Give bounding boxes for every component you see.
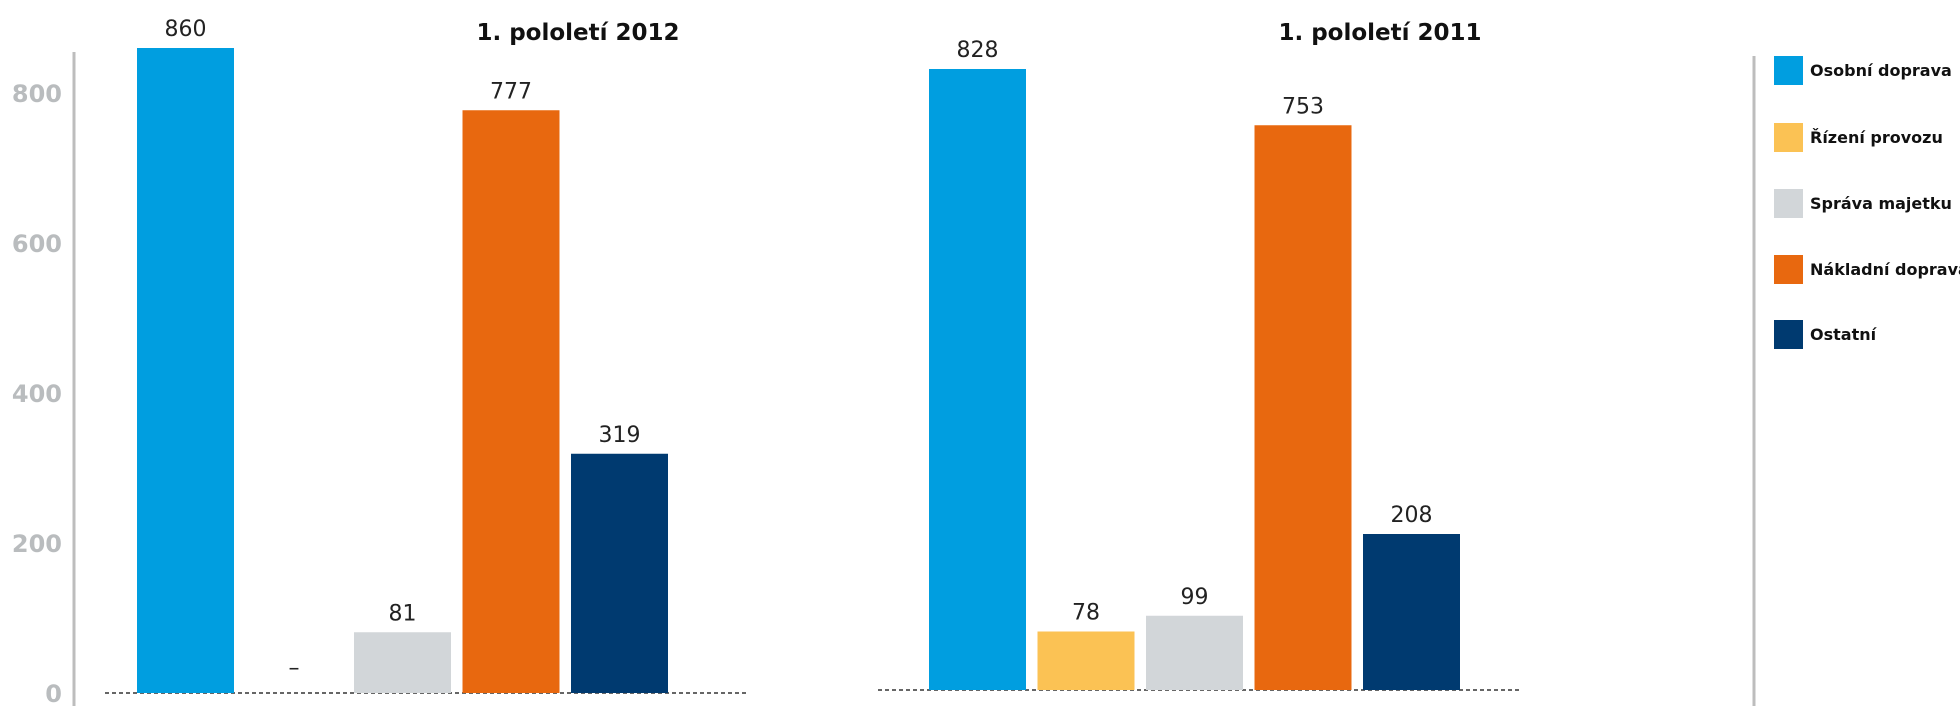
legend-item: Nákladní doprava: [1774, 255, 1960, 284]
y-tick-label: 400: [12, 380, 62, 408]
data-label: 81: [389, 601, 417, 626]
bar: [1037, 631, 1135, 690]
panel-title: 1. pololetí 2012: [476, 20, 679, 46]
y-axis-ticks: 0 200 400 600 800: [12, 80, 62, 706]
y-tick-label: 800: [12, 80, 62, 108]
legend-item: Ostatní: [1774, 320, 1878, 349]
chart-panel: 1. pololetí 2011 828 78 99 753 208: [878, 20, 1522, 691]
bar: [1254, 125, 1352, 690]
legend-label: Správa majetku: [1810, 194, 1952, 213]
y-tick-label: 200: [12, 530, 62, 558]
legend-swatch: [1774, 189, 1803, 218]
data-label: 777: [490, 79, 532, 104]
legend: Osobní doprava Řízení provozu Správa majet…: [1774, 56, 1960, 349]
panel-title: 1. pololetí 2011: [1278, 20, 1481, 46]
legend-item: Osobní doprava: [1774, 56, 1952, 85]
data-label: 208: [1391, 503, 1433, 528]
legend-swatch: [1774, 255, 1803, 284]
bar: [354, 632, 451, 693]
y-tick-label: 0: [45, 680, 62, 706]
bar: [571, 453, 668, 693]
legend-label: Nákladní doprava: [1810, 260, 1960, 279]
bar: [462, 110, 560, 693]
data-label: 860: [165, 17, 207, 42]
legend-swatch: [1774, 123, 1803, 152]
legend-item: Správa majetku: [1774, 189, 1952, 218]
legend-swatch: [1774, 56, 1803, 85]
bar: [929, 69, 1026, 690]
data-label: 78: [1072, 601, 1100, 626]
data-label: 99: [1181, 585, 1209, 610]
bar: [1146, 615, 1243, 690]
data-label: 828: [957, 38, 999, 63]
legend-label: Řízení provozu: [1810, 128, 1943, 147]
data-label: 319: [599, 423, 641, 448]
legend-item: Řízení provozu: [1774, 123, 1943, 152]
legend-label: Ostatní: [1810, 325, 1878, 344]
data-label: –: [289, 656, 300, 681]
bar: [1363, 534, 1460, 690]
legend-swatch: [1774, 320, 1803, 349]
legend-label: Osobní doprava: [1810, 61, 1952, 80]
chart-panel: 1. pololetí 2012 860 – 81 777 319: [105, 17, 748, 694]
y-tick-label: 600: [12, 230, 62, 258]
bar: [137, 48, 234, 693]
data-label: 753: [1282, 94, 1324, 119]
